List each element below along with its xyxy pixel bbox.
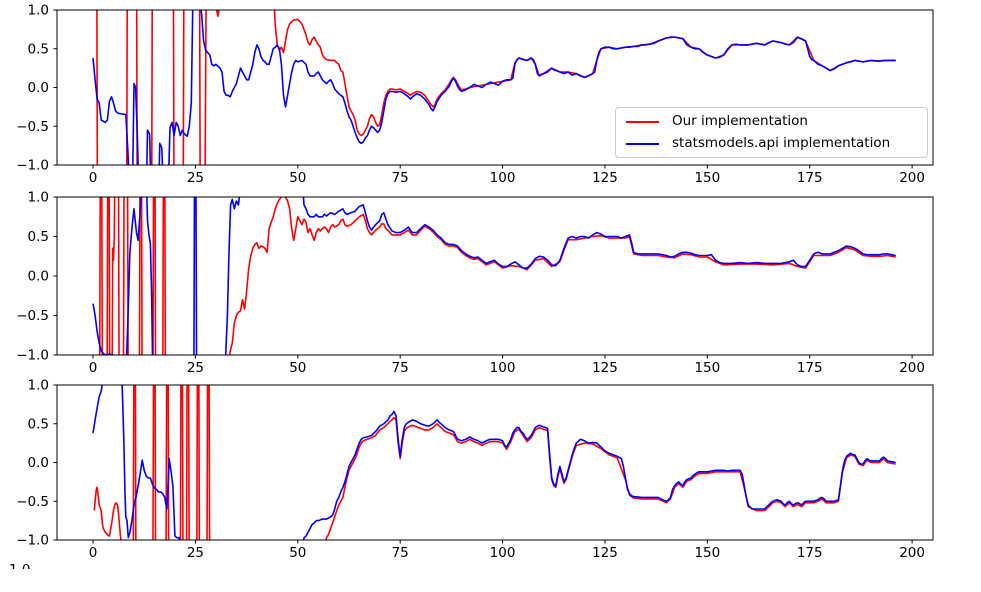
x-tick-label: 125 [592, 170, 618, 186]
clipped-next-subplot-ytick-label: 1.0 [9, 562, 49, 569]
y-tick-label: −1.0 [16, 158, 49, 174]
x-tick-label: 200 [899, 170, 925, 186]
y-tick-label: 0.0 [28, 80, 49, 96]
legend: Our implementation statsmodels.api imple… [615, 107, 928, 158]
x-tick-label: 150 [694, 170, 720, 186]
legend-entry-our-implementation: Our implementation [626, 113, 917, 130]
legend-entry-statsmodels: statsmodels.api implementation [626, 135, 917, 152]
legend-label: statsmodels.api implementation [672, 135, 891, 151]
blue-line-swatch [626, 142, 659, 145]
y-tick-label: −0.5 [16, 119, 49, 135]
x-tick-label: 25 [187, 170, 204, 186]
series-line-statsmodels.api [92, 10, 896, 165]
x-tick-label: 100 [490, 170, 516, 186]
x-tick-label: 50 [289, 170, 306, 186]
x-tick-label: 0 [89, 170, 98, 186]
x-tick-label: 75 [392, 170, 409, 186]
clipped-ytick-text: 1.0 [9, 562, 30, 569]
legend-label: Our implementation [672, 113, 808, 129]
x-tick-label: 175 [797, 170, 823, 186]
red-line-swatch [626, 120, 659, 123]
y-tick-label: 1.0 [28, 3, 49, 19]
y-tick-label: 0.5 [28, 41, 49, 57]
